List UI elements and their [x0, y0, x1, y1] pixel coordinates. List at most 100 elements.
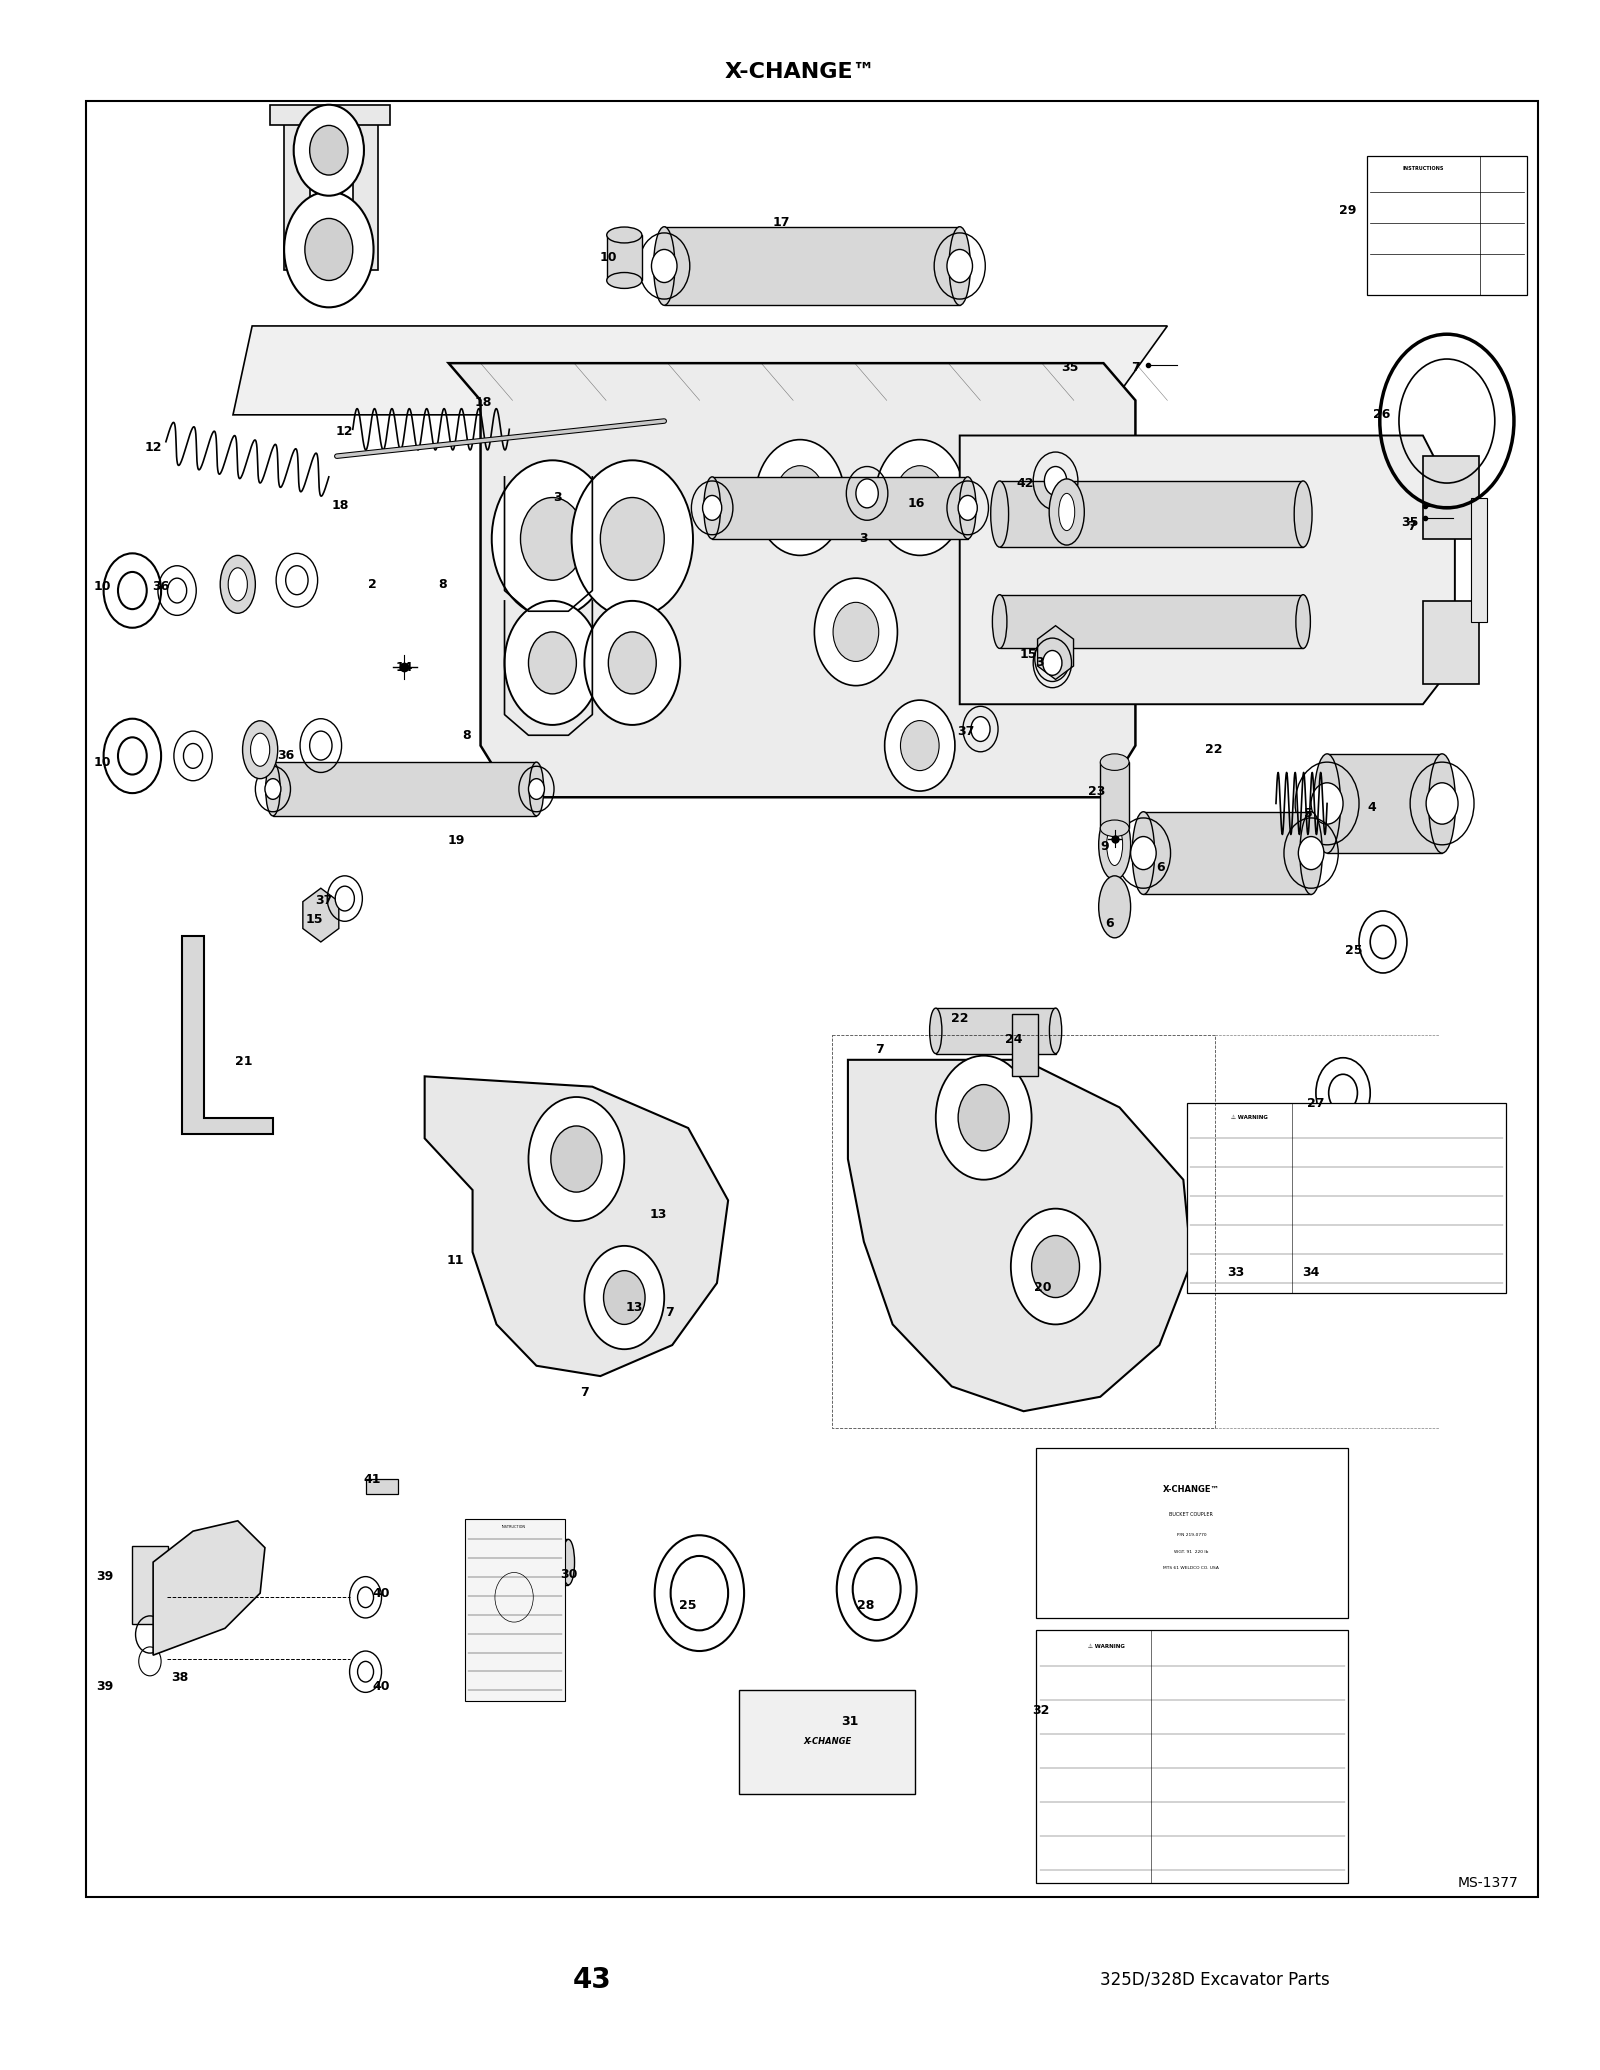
- Circle shape: [528, 631, 576, 693]
- Polygon shape: [848, 1060, 1192, 1412]
- Text: WGT. 91  220 lb: WGT. 91 220 lb: [1174, 1550, 1208, 1555]
- Text: 35: 35: [1061, 360, 1078, 375]
- Ellipse shape: [1050, 1008, 1062, 1054]
- Ellipse shape: [1133, 811, 1155, 894]
- Ellipse shape: [229, 567, 248, 600]
- Text: 7: 7: [875, 1043, 885, 1056]
- Text: INSTRUCTIONS: INSTRUCTIONS: [1402, 166, 1443, 172]
- Circle shape: [336, 886, 354, 911]
- Ellipse shape: [1314, 753, 1341, 853]
- Bar: [270, 106, 389, 126]
- Circle shape: [1370, 925, 1395, 958]
- Text: 7: 7: [1408, 520, 1416, 532]
- Circle shape: [853, 1559, 901, 1621]
- Text: MS-1377: MS-1377: [1458, 1875, 1518, 1890]
- Circle shape: [755, 439, 845, 555]
- Ellipse shape: [1107, 824, 1123, 865]
- Bar: [317, 116, 341, 269]
- Bar: [274, 762, 536, 816]
- Circle shape: [1032, 1236, 1080, 1298]
- Text: X-CHANGE: X-CHANGE: [803, 1737, 851, 1747]
- Circle shape: [285, 193, 373, 306]
- Text: 31: 31: [842, 1714, 858, 1728]
- Text: 25: 25: [1346, 944, 1363, 956]
- Bar: [1013, 1014, 1038, 1076]
- Text: 9: 9: [1101, 840, 1109, 853]
- Circle shape: [184, 743, 203, 768]
- Circle shape: [947, 250, 973, 282]
- Text: 23: 23: [1088, 785, 1106, 797]
- Circle shape: [1045, 648, 1061, 669]
- Text: 32: 32: [1032, 1704, 1050, 1718]
- Ellipse shape: [704, 476, 720, 538]
- Polygon shape: [448, 362, 1136, 797]
- Text: 39: 39: [96, 1571, 114, 1584]
- Circle shape: [1328, 1074, 1357, 1112]
- Polygon shape: [424, 1076, 728, 1377]
- Bar: [664, 228, 960, 304]
- Bar: [1470, 497, 1486, 621]
- Circle shape: [294, 106, 363, 197]
- Bar: [1037, 1449, 1347, 1619]
- Ellipse shape: [221, 555, 256, 613]
- Ellipse shape: [1101, 820, 1130, 836]
- Ellipse shape: [562, 1540, 574, 1586]
- Circle shape: [584, 600, 680, 724]
- Text: 12: 12: [144, 441, 162, 455]
- Text: 15: 15: [306, 913, 323, 925]
- Text: X-CHANGE™: X-CHANGE™: [1163, 1486, 1219, 1495]
- Text: 17: 17: [773, 215, 789, 230]
- Bar: [285, 116, 310, 269]
- Text: 13: 13: [650, 1209, 667, 1221]
- Circle shape: [1310, 782, 1342, 824]
- Text: 36: 36: [277, 749, 294, 762]
- Circle shape: [670, 1557, 728, 1631]
- Bar: [1326, 753, 1442, 853]
- Ellipse shape: [266, 762, 280, 816]
- Ellipse shape: [606, 228, 642, 242]
- Circle shape: [608, 631, 656, 693]
- Text: 21: 21: [235, 1056, 253, 1068]
- Text: 12: 12: [336, 424, 354, 439]
- Text: 33: 33: [1227, 1267, 1245, 1279]
- Circle shape: [491, 460, 613, 617]
- Text: 30: 30: [560, 1569, 578, 1581]
- Text: 35: 35: [1402, 515, 1419, 528]
- Circle shape: [600, 497, 664, 580]
- Ellipse shape: [1099, 809, 1131, 880]
- Circle shape: [958, 1085, 1010, 1151]
- Circle shape: [571, 460, 693, 617]
- Circle shape: [520, 497, 584, 580]
- Circle shape: [1426, 782, 1458, 824]
- Text: 6: 6: [1157, 861, 1165, 874]
- Circle shape: [1298, 836, 1323, 869]
- Ellipse shape: [960, 476, 976, 538]
- Text: X-CHANGE™: X-CHANGE™: [725, 62, 875, 81]
- Circle shape: [651, 250, 677, 282]
- Circle shape: [118, 571, 147, 609]
- Ellipse shape: [990, 480, 1008, 546]
- Bar: [1187, 1103, 1506, 1294]
- Circle shape: [875, 439, 965, 555]
- Bar: [739, 1691, 915, 1795]
- Circle shape: [528, 1097, 624, 1221]
- Circle shape: [885, 700, 955, 791]
- Bar: [606, 236, 642, 279]
- Ellipse shape: [1050, 478, 1085, 544]
- Ellipse shape: [1099, 876, 1131, 938]
- Circle shape: [958, 495, 978, 520]
- Circle shape: [894, 466, 944, 530]
- Text: 37: 37: [957, 724, 974, 737]
- Bar: [133, 1546, 168, 1625]
- Text: 26: 26: [1373, 408, 1390, 422]
- Text: 3: 3: [1035, 656, 1043, 669]
- Bar: [464, 1519, 565, 1702]
- Text: 36: 36: [152, 580, 170, 592]
- Text: 16: 16: [907, 497, 925, 509]
- Text: 4: 4: [1368, 801, 1376, 814]
- Text: 39: 39: [96, 1679, 114, 1693]
- Text: 15: 15: [1019, 648, 1037, 660]
- Text: 8: 8: [462, 729, 470, 741]
- Text: 22: 22: [950, 1012, 968, 1025]
- Polygon shape: [234, 325, 1168, 414]
